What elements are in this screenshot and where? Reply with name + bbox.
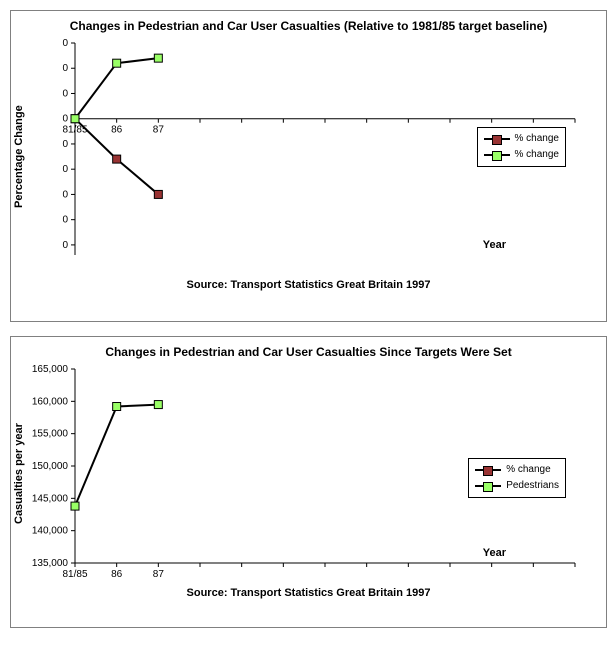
svg-text:135,000: 135,000 [32, 558, 69, 569]
svg-text:0: 0 [62, 114, 68, 125]
svg-text:0: 0 [62, 215, 68, 226]
chart-2-source: Source: Transport Statistics Great Brita… [11, 585, 606, 605]
svg-text:145,000: 145,000 [32, 493, 69, 504]
chart-2-xlabel: Year [483, 547, 506, 559]
svg-text:87: 87 [153, 125, 165, 136]
chart-1-source: Source: Transport Statistics Great Brita… [11, 277, 606, 297]
svg-text:150,000: 150,000 [32, 461, 69, 472]
svg-text:165,000: 165,000 [32, 364, 69, 375]
svg-text:155,000: 155,000 [32, 429, 69, 440]
svg-text:86: 86 [111, 569, 123, 580]
legend-item: % change [475, 462, 559, 478]
svg-text:0: 0 [62, 189, 68, 200]
svg-text:87: 87 [153, 569, 165, 580]
legend-label: Pedestrians [506, 478, 559, 494]
svg-text:0: 0 [62, 139, 68, 150]
legend-item: % change [484, 147, 559, 163]
svg-text:86: 86 [111, 125, 123, 136]
legend-item: Pedestrians [475, 478, 559, 494]
chart-2: Changes in Pedestrian and Car User Casua… [10, 336, 607, 628]
chart-1: Changes in Pedestrian and Car User Casua… [10, 10, 607, 322]
svg-text:0: 0 [62, 164, 68, 175]
chart-1-xlabel: Year [483, 239, 506, 251]
chart-1-ylabel: Percentage Change [11, 37, 27, 277]
svg-text:160,000: 160,000 [32, 396, 69, 407]
svg-text:0: 0 [62, 63, 68, 74]
legend-item: % change [484, 131, 559, 147]
chart-2-legend: % changePedestrians [468, 458, 566, 498]
chart-2-title: Changes in Pedestrian and Car User Casua… [11, 337, 606, 363]
svg-text:0: 0 [62, 240, 68, 251]
legend-label: % change [515, 147, 559, 163]
chart-2-plot: 135,000 140,000 145,000 150,000 155,000 160,0… [27, 363, 606, 585]
chart-1-legend: % change% change [477, 127, 566, 167]
chart-2-ylabel: Casualties per year [11, 363, 27, 585]
chart-1-plot: 00000000081/858687 % change% change Year [27, 37, 606, 277]
legend-label: % change [506, 462, 550, 478]
svg-text:0: 0 [62, 88, 68, 99]
svg-text:81/85: 81/85 [62, 569, 87, 580]
chart-1-title: Changes in Pedestrian and Car User Casua… [11, 11, 606, 37]
svg-text:0: 0 [62, 38, 68, 49]
legend-label: % change [515, 131, 559, 147]
svg-text:140,000: 140,000 [32, 526, 69, 537]
